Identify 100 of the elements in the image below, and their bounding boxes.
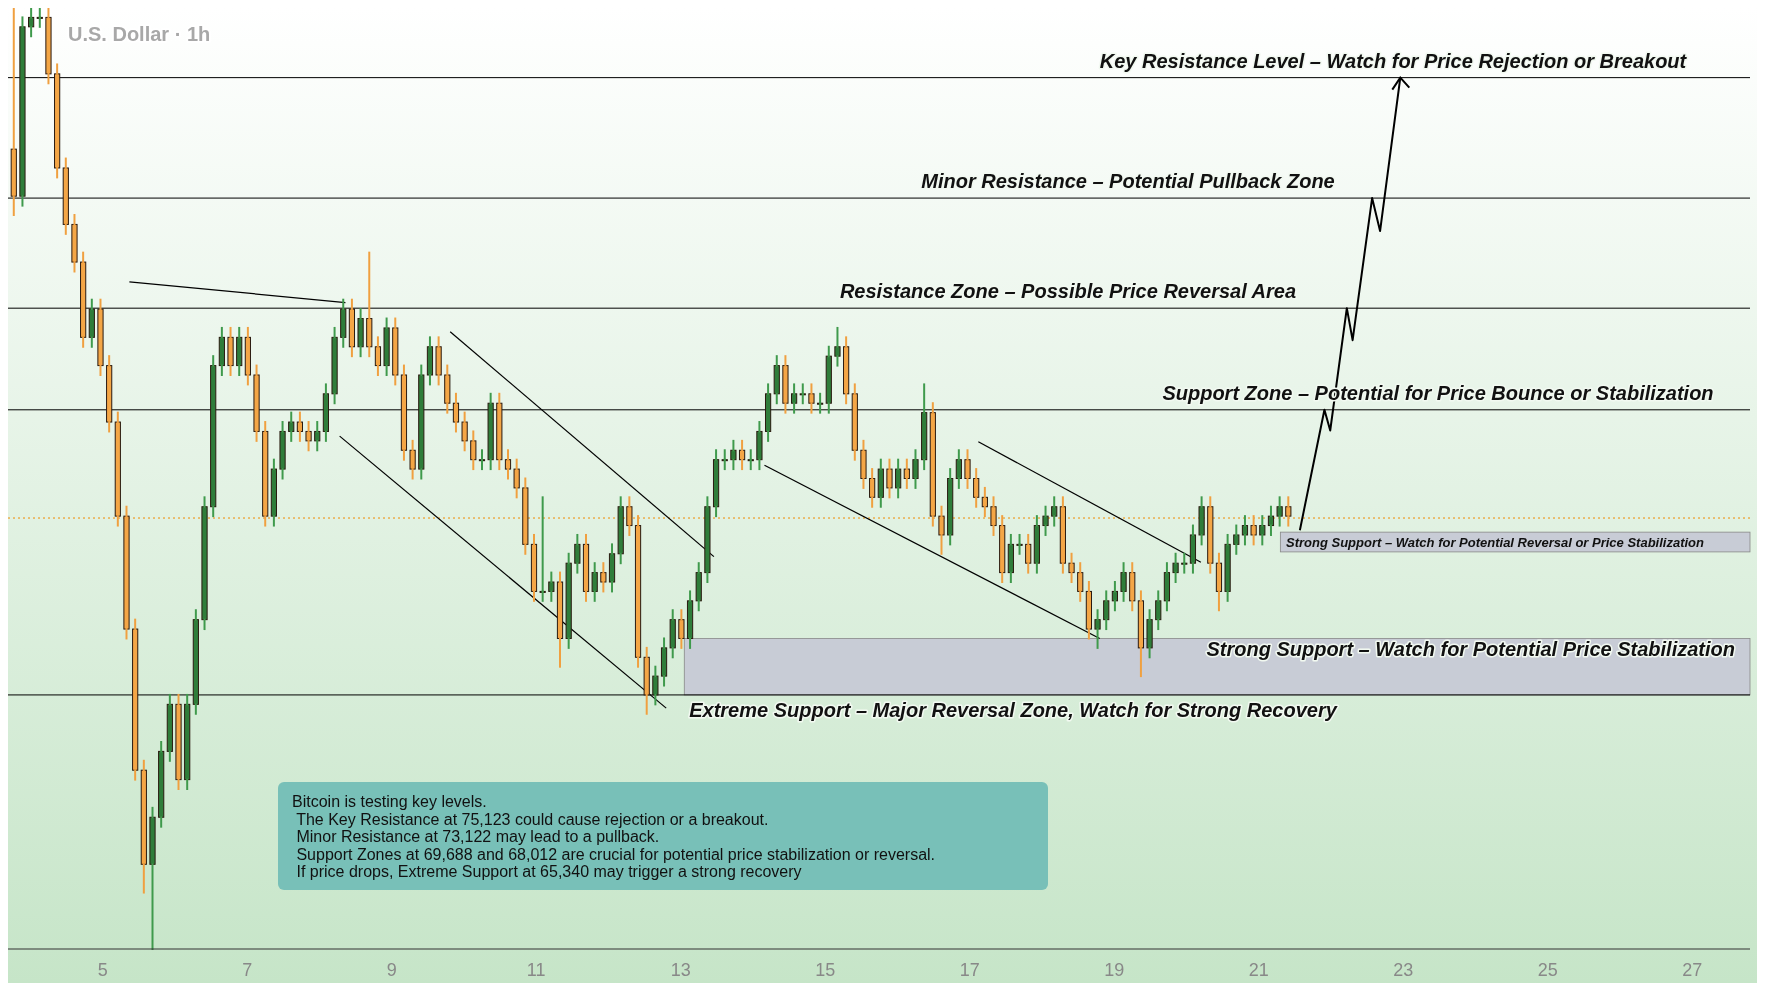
- candlestick: [1085, 581, 1092, 640]
- candlestick: [600, 562, 607, 593]
- x-tick-label: 13: [670, 960, 691, 980]
- candlestick: [288, 411, 295, 442]
- candlestick: [843, 336, 850, 405]
- candlestick: [721, 449, 728, 471]
- candlestick: [773, 355, 780, 405]
- candlestick: [45, 8, 52, 85]
- text: U.S. Dollar · 1h: [68, 23, 211, 45]
- candlestick: [886, 458, 893, 499]
- candlestick: [1129, 562, 1136, 612]
- candlestick: [1215, 552, 1223, 612]
- candlestick: [851, 383, 858, 461]
- candlestick: [305, 421, 312, 452]
- candlestick: [140, 759, 147, 894]
- x-tick-label: 21: [1248, 960, 1269, 980]
- x-tick-label: 25: [1537, 960, 1558, 980]
- candlestick: [1120, 562, 1127, 602]
- candlestick: [1103, 590, 1110, 631]
- candlestick: [582, 533, 590, 602]
- candlestick: [678, 609, 685, 649]
- candlestick: [825, 345, 832, 414]
- candlestick: [1198, 496, 1205, 546]
- candlestick: [1181, 552, 1188, 574]
- candlestick: [895, 458, 902, 499]
- band-label: Strong Support – Watch for Potential Reversal or Price Stabilization: [1286, 535, 1705, 551]
- candlestick: [270, 458, 277, 527]
- candlestick: [712, 449, 720, 518]
- candlestick: [418, 364, 425, 480]
- candlestick: [999, 515, 1006, 584]
- x-tick-label: 23: [1393, 960, 1414, 980]
- candlestick: [522, 477, 529, 555]
- candlestick: [366, 251, 373, 358]
- candlestick: [331, 326, 338, 405]
- candlestick: [296, 411, 303, 442]
- candlestick: [184, 693, 191, 791]
- candlestick: [530, 533, 538, 602]
- candlestick: [513, 458, 520, 499]
- candlestick: [1025, 533, 1032, 574]
- candlestick: [340, 298, 347, 348]
- candlestick: [54, 63, 61, 179]
- candlestick: [218, 326, 225, 376]
- candlestick: [1137, 590, 1145, 678]
- candlestick: [62, 157, 69, 235]
- candlestick: [617, 496, 624, 565]
- candlestick: [383, 317, 390, 376]
- candlestick: [253, 364, 260, 442]
- candlestick: [400, 364, 408, 461]
- candlestick: [452, 392, 460, 433]
- candlestick: [444, 364, 451, 414]
- ref-line-label: Key Resistance Level – Watch for Price Rejection or Breakout: [1099, 49, 1688, 72]
- candlestick: [929, 402, 936, 527]
- candlestick: [634, 515, 642, 668]
- x-tick-label: 9: [386, 960, 397, 980]
- candlestick: [834, 326, 841, 367]
- candlestick: [539, 496, 546, 602]
- candlestick: [973, 468, 980, 508]
- candlestick: [756, 421, 763, 471]
- candlestick: [158, 740, 165, 828]
- candlestick: [106, 355, 113, 433]
- candlestick: [921, 383, 928, 471]
- candlestick: [1285, 496, 1292, 527]
- ref-line-label: Extreme Support – Major Reversal Zone, Watch for Strong Recovery: [689, 698, 1338, 721]
- candlestick: [869, 468, 876, 508]
- candlestick: [903, 458, 910, 489]
- candlestick: [1042, 505, 1049, 536]
- candlestick: [1259, 515, 1266, 546]
- candlestick: [175, 693, 182, 791]
- candlestick: [947, 468, 954, 546]
- candlestick: [608, 543, 616, 593]
- candlestick: [426, 336, 434, 386]
- candlestick: [990, 496, 997, 536]
- candlestick: [262, 421, 269, 527]
- candlestick: [487, 392, 494, 471]
- candlestick: [236, 326, 243, 376]
- candlestick: [132, 618, 139, 781]
- candlestick: [201, 496, 208, 631]
- candlestick: [210, 355, 217, 518]
- candlestick: [782, 355, 789, 414]
- x-tick-label: 19: [1104, 960, 1125, 980]
- candlestick: [435, 336, 442, 386]
- candlestick: [88, 298, 95, 348]
- candlestick: [244, 326, 251, 386]
- candlestick: [1172, 552, 1179, 584]
- candlestick: [348, 298, 356, 358]
- candlestick: [704, 496, 711, 584]
- candlestick: [149, 806, 156, 950]
- candlestick: [1068, 552, 1075, 584]
- candlestick: [1155, 590, 1162, 631]
- candlestick: [496, 392, 503, 471]
- candlestick: [652, 665, 659, 706]
- candlestick: [470, 430, 477, 471]
- candlestick: [322, 383, 330, 442]
- candlestick: [71, 214, 78, 273]
- ref-line-label: Resistance Zone – Possible Price Reversal Area: [839, 280, 1297, 303]
- candlestick: [1077, 562, 1084, 602]
- candlestick: [1189, 524, 1197, 574]
- ref-line-label: Minor Resistance – Potential Pullback Zone: [921, 170, 1335, 193]
- candlestick: [912, 449, 919, 489]
- x-tick-label: 15: [815, 960, 836, 980]
